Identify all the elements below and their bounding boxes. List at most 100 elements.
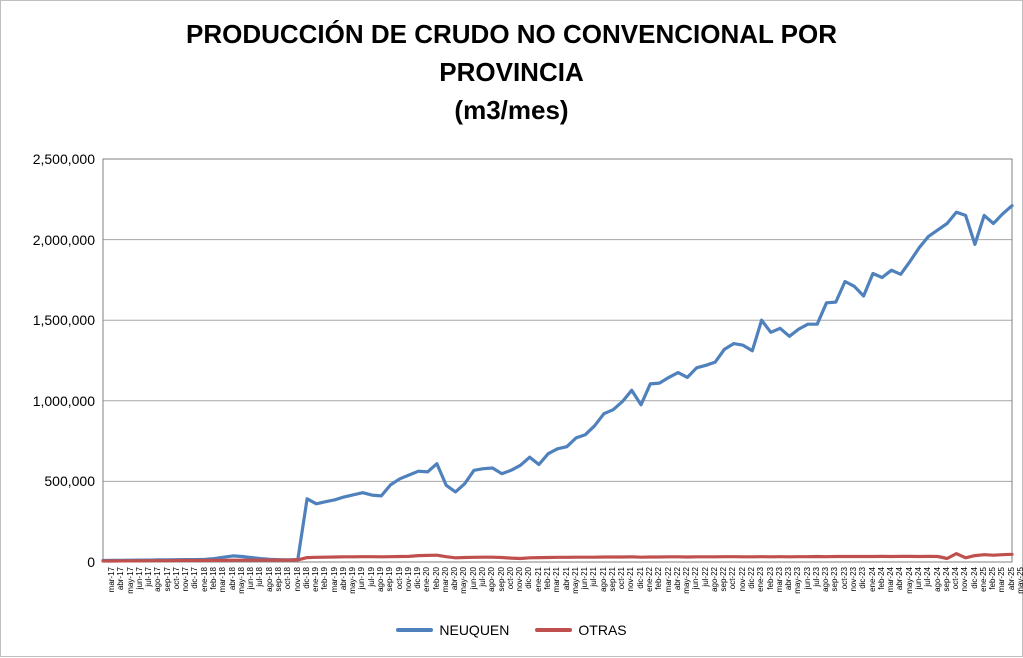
x-axis-tick-label: jul-19 [366,567,376,587]
x-axis-tick-label: oct-21 [617,567,627,590]
x-axis-tick-label: may-18 [236,567,246,594]
x-axis-tick-label: dic-24 [969,567,979,589]
x-axis-tick-label: ene-21 [533,567,543,592]
x-axis-tick-label: jun-20 [468,567,478,590]
x-axis-tick-label: ago-20 [487,567,497,592]
plot-border [102,158,1013,563]
x-axis-tick-label: abr-24 [895,567,905,591]
x-axis-tick-label: feb-23 [765,567,775,590]
x-axis-tick-label: sep-21 [607,567,617,592]
x-axis-tick-label: may-21 [570,567,580,594]
x-axis-tick-label: mar-22 [663,567,673,593]
x-axis-tick-label: ago-23 [821,567,831,592]
x-axis-tick-label: feb-25 [988,567,998,590]
x-axis-tick-label: jul-24 [923,567,933,587]
x-axis-tick-label: ago-18 [264,567,274,592]
x-axis-tick-label: oct-18 [283,567,293,590]
x-axis-tick-label: sep-18 [273,567,283,592]
x-axis-tick-label: mar-21 [552,567,562,593]
x-axis-tick-label: jul-23 [811,567,821,587]
x-axis-tick-label: nov-22 [737,567,747,592]
x-axis-tick-label: abr-19 [338,567,348,591]
x-axis-tick-label: dic-23 [858,567,868,589]
x-axis-tick-label: ene-25 [978,567,988,592]
x-axis-tick-label: feb-20 [431,567,441,590]
x-axis-tick-label: ene-20 [422,567,432,592]
legend-item-neuquen: NEUQUEN [396,622,509,638]
x-axis-tick-label: sep-23 [830,567,840,592]
x-axis-tick-label: abr-23 [784,567,794,591]
y-axis-tick-label: 2,000,000 [32,231,95,248]
x-axis-tick-label: ago-19 [375,567,385,592]
x-axis-tick-label: jun-17 [134,567,144,590]
x-axis-tick-label: abr-20 [450,567,460,591]
x-axis-tick-label: may-23 [793,567,803,594]
legend-label-otras: OTRAS [578,622,627,638]
x-axis-tick-label: dic-20 [524,567,534,589]
x-axis-tick-label: jul-17 [144,567,154,587]
x-axis-tick-label: sep-17 [162,567,172,592]
x-axis-tick-label: nov-20 [515,567,525,592]
x-axis-tick-label: may-17 [125,567,135,594]
x-axis-tick-label: oct-22 [728,567,738,590]
x-axis-tick-label: oct-19 [394,567,404,590]
x-axis-tick-label: dic-19 [413,567,423,589]
x-axis-tick-label: sep-19 [385,567,395,592]
x-axis-tick-label: mar-25 [997,567,1007,593]
x-axis-tick-label: mar-20 [440,567,450,593]
legend-label-neuquen: NEUQUEN [439,622,510,638]
chart-title-line-3: (m3/mes) [454,95,569,125]
x-axis-tick-label: abr-17 [116,567,126,591]
chart-title: PRODUCCIÓN DE CRUDO NO CONVENCIONAL POR … [1,15,1022,129]
x-axis-tick-label: sep-22 [719,567,729,592]
x-axis-tick-label: mar-17 [107,567,116,593]
otras-line-swatch [535,628,573,632]
legend-item-otras: OTRAS [535,622,627,638]
x-axis-tick-label: jun-23 [802,567,812,590]
x-axis-tick-label: feb-19 [320,567,330,590]
chart-title-line-2: PROVINCIA [439,57,584,87]
x-axis-tick-label: abr-22 [672,567,682,591]
x-axis-tick-label: jun-19 [357,567,367,590]
x-axis-tick-label: ene-23 [756,567,766,592]
chart-title-line-1: PRODUCCIÓN DE CRUDO NO CONVENCIONAL POR [185,19,837,49]
series-line-otras [101,551,1014,563]
x-axis-tick-label: jun-21 [580,567,590,590]
x-axis-tick-label: oct-17 [171,567,181,590]
y-axis-tick-label: 1,500,000 [32,312,95,329]
x-axis-tick-label: dic-18 [301,567,311,589]
x-axis-tick-label: ago-22 [709,567,719,592]
x-axis-tick-label: abr-18 [227,567,237,591]
x-axis-tick-label: sep-20 [496,567,506,592]
x-axis-tick-label: nov-19 [403,567,413,592]
x-axis-tick-label: ene-22 [644,567,654,592]
neuquen-line-swatch [396,628,434,632]
x-axis-tick-label: feb-21 [542,567,552,590]
y-axis-tick-label: 0 [87,554,95,570]
x-axis-tick-label: may-22 [682,567,692,594]
x-axis-tick-label: mar-23 [774,567,784,593]
series-line-neuquen [101,204,1014,563]
x-axis-tick-label: sep-24 [941,567,951,592]
y-axis-tick-label: 500,000 [44,473,95,490]
x-axis-tick-label: jun-18 [246,567,256,590]
x-axis-tick-label: oct-20 [505,567,515,590]
x-axis-tick-label: may-19 [348,567,358,594]
x-axis-tick-label: dic-21 [635,567,645,589]
x-axis-tick-label: feb-24 [876,567,886,590]
x-axis-tick-label: jul-22 [700,567,710,587]
x-axis-tick-label: oct-23 [839,567,849,590]
x-axis-tick-label: nov-21 [626,567,636,592]
x-axis-tick-label: ene-19 [311,567,321,592]
x-axis-tick-label: abr-25 [1006,567,1016,591]
legend: NEUQUEN OTRAS [1,622,1022,638]
x-axis-tick-label: dic-22 [747,567,756,589]
y-axis-tick-label: 2,500,000 [32,151,95,167]
x-axis-tick-label: mar-18 [218,567,228,593]
x-axis-tick-label: may-25 [1016,567,1023,594]
x-axis-tick-label: feb-22 [654,567,664,590]
x-axis-tick-label: mar-19 [329,567,339,593]
x-axis-tick-label: may-20 [459,567,469,594]
